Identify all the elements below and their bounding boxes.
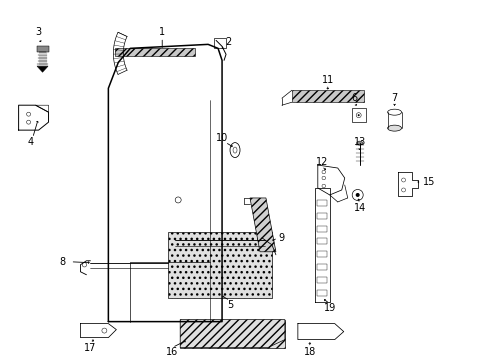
Text: 3: 3 [36,27,41,37]
Text: 19: 19 [323,303,335,312]
Bar [316,238,326,244]
Bar [214,39,225,48]
Bar [316,200,326,206]
Text: 4: 4 [27,137,34,147]
Text: 17: 17 [84,343,97,352]
Circle shape [357,114,359,116]
Text: 9: 9 [278,233,285,243]
Text: 5: 5 [226,300,233,310]
Polygon shape [180,320,285,347]
Text: 14: 14 [353,203,365,213]
Text: 13: 13 [353,137,365,147]
Polygon shape [180,320,285,347]
Polygon shape [37,66,48,72]
Text: 15: 15 [423,177,435,187]
Text: 1: 1 [159,27,165,37]
Bar [351,108,365,122]
Polygon shape [168,232,271,298]
Bar [316,264,326,270]
Text: 18: 18 [303,347,315,356]
Text: 12: 12 [315,157,327,167]
Ellipse shape [356,141,362,145]
Text: 16: 16 [166,347,178,356]
Bar [316,277,326,283]
Text: 2: 2 [224,37,231,48]
Text: 11: 11 [321,75,333,85]
Bar [316,213,326,219]
Circle shape [355,193,359,197]
Bar [37,46,48,52]
Bar [316,290,326,296]
Bar [115,48,195,56]
Text: 10: 10 [216,133,228,143]
Bar [316,251,326,257]
Text: 7: 7 [391,93,397,103]
Bar [291,90,363,102]
Bar [316,226,326,231]
Polygon shape [249,198,275,252]
Text: 8: 8 [60,257,65,267]
Text: 6: 6 [351,93,357,103]
Ellipse shape [387,125,401,131]
